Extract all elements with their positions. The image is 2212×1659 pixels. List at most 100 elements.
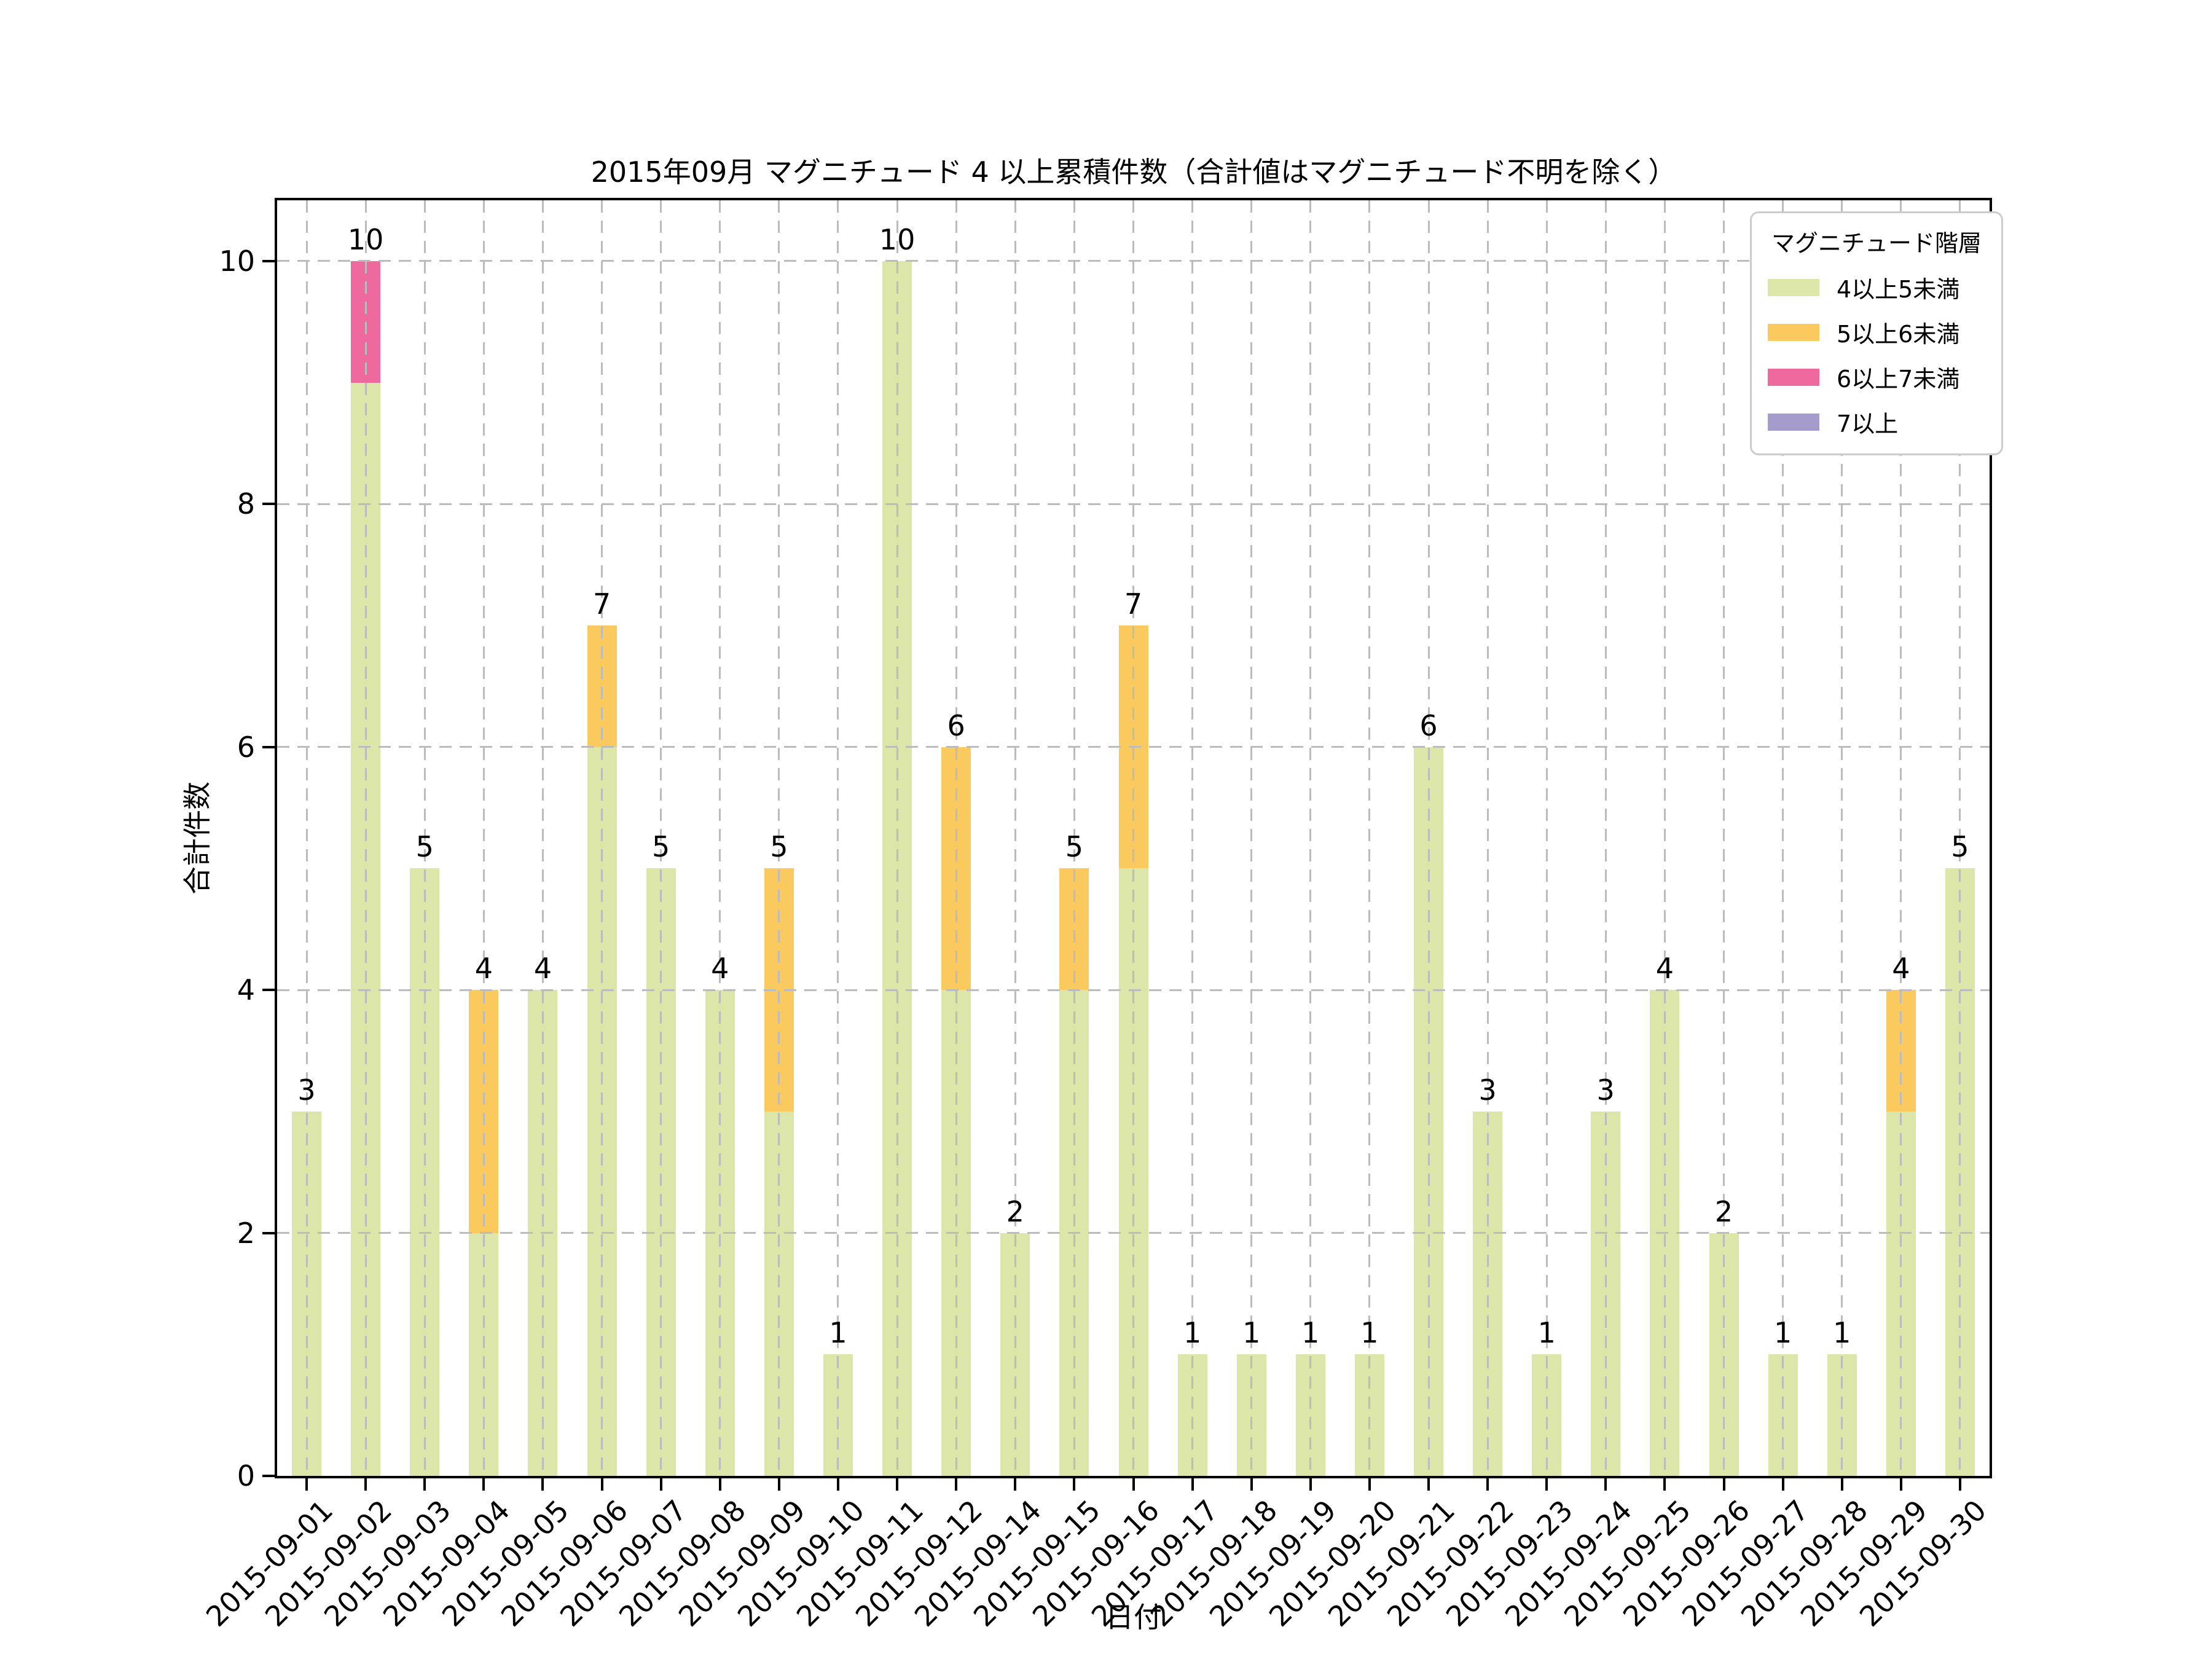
- y-tick-mark: [262, 989, 275, 992]
- gridline-vertical: [1250, 200, 1253, 1476]
- gridline-vertical: [837, 200, 839, 1476]
- legend-item: 7以上: [1767, 405, 1985, 439]
- x-axis-label: 日付: [1105, 1601, 1162, 1634]
- x-tick-mark: [305, 1478, 308, 1491]
- x-tick-mark: [1486, 1478, 1489, 1491]
- y-tick-label: 0: [237, 1459, 255, 1492]
- bar-value-label: 3: [297, 1073, 316, 1107]
- y-tick-label: 4: [237, 973, 255, 1007]
- gridline-vertical: [1723, 200, 1725, 1476]
- gridline-vertical: [1309, 200, 1312, 1476]
- gridline-vertical: [423, 200, 426, 1476]
- gridline-horizontal: [277, 746, 1990, 748]
- legend: マグニチュード階層 4以上5未満 5以上6未満 6以上7未満 7以上: [1749, 211, 2003, 455]
- x-tick-mark: [541, 1478, 544, 1491]
- bar-value-label: 2: [1714, 1194, 1733, 1228]
- bar-value-label: 4: [533, 952, 552, 986]
- y-tick-mark: [262, 1231, 275, 1234]
- bar-value-label: 6: [947, 708, 965, 742]
- x-tick-mark: [1014, 1478, 1017, 1491]
- gridline-vertical: [660, 200, 662, 1476]
- gridline-vertical: [541, 200, 544, 1476]
- bar-value-label: 10: [879, 222, 916, 256]
- bar-value-label: 5: [770, 830, 788, 864]
- bar-value-label: 1: [1183, 1316, 1202, 1350]
- gridline-horizontal: [277, 989, 1990, 991]
- x-tick-mark: [1073, 1478, 1076, 1491]
- y-tick-mark: [262, 745, 275, 748]
- x-tick-mark: [1663, 1478, 1666, 1491]
- bar-value-label: 6: [1419, 708, 1438, 742]
- gridline-vertical: [1900, 200, 1902, 1476]
- gridline-horizontal: [277, 1232, 1990, 1234]
- legend-item: 4以上5未満: [1767, 270, 1985, 304]
- bar-value-label: 7: [1124, 587, 1143, 621]
- gridline-vertical: [1073, 200, 1075, 1476]
- legend-items: 4以上5未満 5以上6未満 6以上7未満 7以上: [1767, 270, 1985, 439]
- y-tick-mark: [262, 503, 275, 506]
- legend-swatch: [1767, 413, 1819, 431]
- gridline-vertical: [1604, 200, 1607, 1476]
- x-tick-mark: [955, 1478, 958, 1491]
- x-tick-mark: [1722, 1478, 1725, 1491]
- y-tick-label: 8: [237, 487, 255, 521]
- gridline-vertical: [1014, 200, 1016, 1476]
- gridline-horizontal: [277, 260, 1990, 262]
- gridline-vertical: [1368, 200, 1371, 1476]
- legend-swatch: [1767, 368, 1819, 386]
- x-tick-mark: [1604, 1478, 1607, 1491]
- legend-swatch: [1767, 323, 1819, 341]
- bar-value-label: 5: [1951, 830, 1969, 864]
- legend-item-label: 5以上6未満: [1836, 321, 1960, 348]
- gridline-vertical: [778, 200, 780, 1476]
- bar-value-label: 4: [1892, 952, 1910, 986]
- y-tick-label: 2: [237, 1216, 255, 1250]
- x-tick-mark: [777, 1478, 780, 1491]
- gridline-vertical: [955, 200, 957, 1476]
- legend-item-label: 7以上: [1836, 410, 1899, 437]
- bar-value-label: 3: [1596, 1073, 1615, 1107]
- legend-title: マグニチュード階層: [1771, 230, 1982, 257]
- bar-value-label: 4: [1655, 952, 1674, 986]
- x-tick-mark: [600, 1478, 603, 1491]
- x-tick-mark: [364, 1478, 367, 1491]
- bar-value-label: 1: [1537, 1316, 1556, 1350]
- x-tick-mark: [1545, 1478, 1548, 1491]
- bar-value-label: 7: [592, 587, 611, 621]
- x-tick-mark: [1309, 1478, 1312, 1491]
- bar-value-label: 5: [1065, 830, 1084, 864]
- bar-value-label: 10: [347, 222, 384, 256]
- bar-value-label: 2: [1006, 1194, 1024, 1228]
- x-tick-mark: [659, 1478, 662, 1491]
- x-tick-mark: [1250, 1478, 1253, 1491]
- bar-value-label: 1: [1301, 1316, 1320, 1350]
- x-tick-mark: [1840, 1478, 1843, 1491]
- gridline-vertical: [719, 200, 721, 1476]
- bar-value-label: 1: [1360, 1316, 1379, 1350]
- gridline-vertical: [364, 200, 367, 1476]
- legend-item-label: 6以上7未満: [1836, 366, 1960, 393]
- bar-value-label: 5: [415, 830, 434, 864]
- gridline-vertical: [1486, 200, 1489, 1476]
- bar-value-label: 3: [1478, 1073, 1497, 1107]
- bar-value-label: 1: [1242, 1316, 1261, 1350]
- x-tick-mark: [1132, 1478, 1135, 1491]
- gridline-vertical: [896, 200, 898, 1476]
- gridline-vertical: [1782, 200, 1784, 1476]
- gridline-vertical: [305, 200, 308, 1476]
- gridline-vertical: [1545, 200, 1548, 1476]
- legend-item: 5以上6未満: [1767, 315, 1985, 349]
- bar-value-label: 4: [711, 952, 729, 986]
- chart-title: 2015年09月 マグニチュード 4 以上累積件数（合計値はマグニチュード不明を…: [590, 155, 1677, 189]
- bar-value-label: 5: [652, 830, 670, 864]
- gridline-vertical: [601, 200, 603, 1476]
- y-tick-mark: [262, 1475, 275, 1477]
- bar-value-label: 1: [1773, 1316, 1792, 1350]
- bar-value-label: 4: [474, 952, 493, 986]
- bar-value-label: 1: [1833, 1316, 1851, 1350]
- gridline-vertical: [1663, 200, 1666, 1476]
- x-tick-mark: [1191, 1478, 1194, 1491]
- gridline-vertical: [1132, 200, 1134, 1476]
- x-tick-mark: [1368, 1478, 1371, 1491]
